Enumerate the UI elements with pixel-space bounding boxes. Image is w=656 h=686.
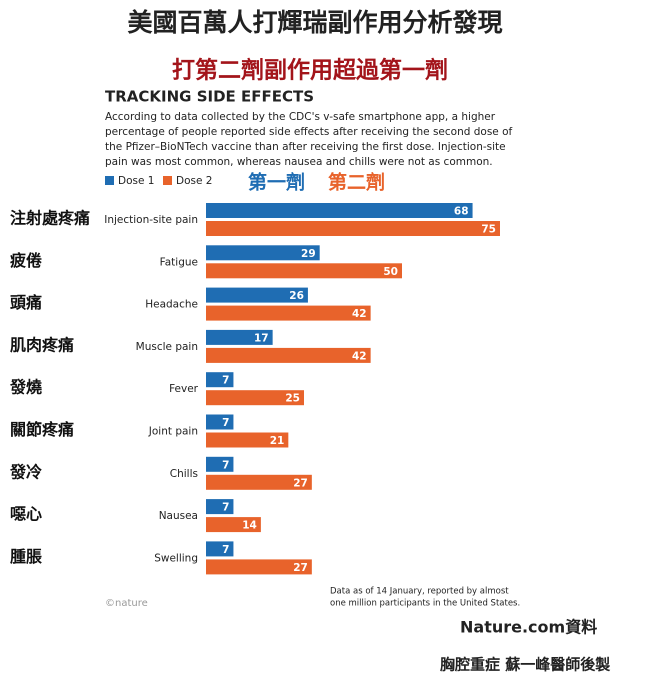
bar <box>206 390 304 406</box>
category-label: Nausea <box>159 510 198 522</box>
category-label: Injection-site pain <box>104 214 198 226</box>
category-label-zh: 發燒 <box>9 378 42 397</box>
page-title: 美國百萬人打輝瑞副作用分析發現 <box>127 8 502 37</box>
credit: ©nature <box>105 598 148 609</box>
value-label: 7 <box>222 417 229 429</box>
bar <box>206 287 308 303</box>
legend-label-zh: 第一劑 <box>248 171 305 194</box>
value-label: 7 <box>222 544 229 556</box>
value-label: 21 <box>270 435 285 447</box>
bar <box>206 221 500 236</box>
bar <box>206 541 234 557</box>
description: According to data collected by the CDC's… <box>105 111 496 123</box>
legend-label-zh: 第二劑 <box>328 171 385 194</box>
bar <box>206 432 289 448</box>
description: percentage of people reported side effec… <box>105 126 513 138</box>
bar <box>206 245 320 261</box>
bar <box>206 474 312 490</box>
category-label-zh: 發冷 <box>9 462 42 481</box>
value-label: 50 <box>383 266 398 278</box>
bar <box>206 203 473 218</box>
value-label: 42 <box>352 308 367 320</box>
value-label: 27 <box>293 477 308 489</box>
bar <box>206 559 312 575</box>
legend-label: Dose 2 <box>176 175 212 187</box>
value-label: 25 <box>285 393 300 405</box>
value-label: 7 <box>222 375 229 387</box>
category-label-zh: 頭痛 <box>10 293 42 312</box>
bar <box>206 414 234 430</box>
note: Data as of 14 January, reported by almos… <box>330 587 509 597</box>
category-label: Fever <box>169 383 199 395</box>
bar <box>206 305 371 321</box>
source: Nature.com資料 <box>460 618 597 637</box>
category-label: Headache <box>145 299 198 311</box>
legend-swatch <box>105 176 114 185</box>
description: the Pfizer–BioNTech vaccine than after r… <box>105 141 506 153</box>
bar <box>206 347 371 363</box>
page-subtitle: 打第二劑副作用超過第一劑 <box>172 57 448 84</box>
note: one million participants in the United S… <box>330 599 520 609</box>
value-label: 27 <box>293 562 308 574</box>
category-label: Chills <box>170 468 198 480</box>
value-label: 7 <box>222 502 229 514</box>
legend-label: Dose 1 <box>118 175 154 187</box>
category-label-zh: 注射處疼痛 <box>10 209 90 228</box>
category-label-zh: 關節疼痛 <box>10 420 74 439</box>
category-label-zh: 腫脹 <box>10 547 42 566</box>
description: pain was most common, whereas nausea and… <box>105 156 493 168</box>
category-label: Fatigue <box>160 256 198 268</box>
category-label: Joint pain <box>148 426 198 438</box>
category-label-zh: 肌肉疼痛 <box>10 335 74 354</box>
category-label: Swelling <box>154 552 198 564</box>
bar <box>206 263 402 279</box>
bar <box>206 372 234 388</box>
bar <box>206 517 261 533</box>
value-label: 42 <box>352 350 367 362</box>
bar <box>206 456 234 472</box>
chart-title: TRACKING SIDE EFFECTS <box>105 88 314 106</box>
category-label-zh: 噁心 <box>10 505 42 524</box>
author: 胸腔重症 蘇一峰醫師後製 <box>440 656 610 674</box>
value-label: 17 <box>254 332 269 344</box>
value-label: 14 <box>242 520 257 532</box>
bar <box>206 499 234 515</box>
value-label: 26 <box>289 290 304 302</box>
legend-swatch <box>163 176 172 185</box>
category-label-zh: 疲倦 <box>10 251 42 270</box>
value-label: 68 <box>454 206 469 218</box>
value-label: 75 <box>481 224 496 236</box>
category-label: Muscle pain <box>136 341 198 353</box>
value-label: 29 <box>301 248 316 260</box>
bar <box>206 329 273 345</box>
value-label: 7 <box>222 459 229 471</box>
